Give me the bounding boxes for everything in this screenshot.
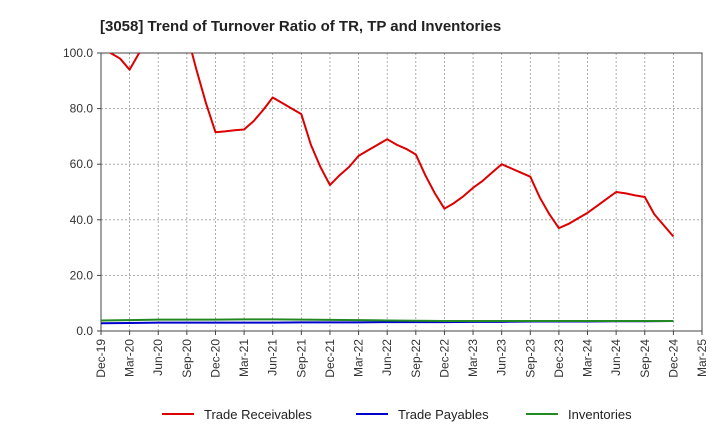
x-tick-label: Dec-20 [208,339,222,378]
legend-label: Trade Receivables [204,407,312,422]
legend-label: Inventories [568,407,632,422]
x-tick-label: Dec-21 [323,339,337,378]
y-tick-label: 40.0 [70,213,94,227]
x-tick-label: Sep-21 [294,339,308,378]
x-tick-label: Mar-25 [695,339,709,377]
x-tick-label: Mar-24 [581,339,595,377]
x-tick-label: Dec-24 [666,339,680,378]
x-tick-label: Mar-23 [466,339,480,377]
y-tick-label: 100.0 [63,46,93,60]
x-tick-label: Sep-24 [638,339,652,378]
y-tick-label: 60.0 [70,157,94,171]
x-tick-label: Dec-19 [94,339,108,378]
x-tick-label: Jun-20 [151,339,165,376]
legend-label: Trade Payables [398,407,489,422]
x-tick-label: Mar-22 [352,339,366,377]
x-tick-label: Sep-23 [523,339,537,378]
x-tick-label: Dec-23 [552,339,566,378]
x-tick-label: Sep-20 [180,339,194,378]
x-tick-label: Dec-22 [437,339,451,378]
y-tick-label: 80.0 [70,102,94,116]
y-tick-label: 0.0 [76,324,93,338]
plot-frame [100,52,703,332]
axis-layer: 0.0 20.0 40.0 60.0 80.0 100.0 Dec-19 Mar-20 Jun-… [63,46,709,378]
series-line-trade-receivables [109,53,675,238]
y-tick-label: 20.0 [70,268,94,282]
grid-layer [101,52,702,331]
x-tick-label: Jun-23 [495,339,509,376]
series-line-inventories [101,318,674,322]
x-tick-label: Jun-22 [380,339,394,376]
x-tick-label: Mar-21 [237,339,251,377]
series-layer [101,53,675,325]
x-tick-label: Mar-20 [123,339,137,377]
chart-title: [3058] Trend of Turnover Ratio of TR, TP… [100,18,501,35]
legend: Trade Receivables Trade Payables Inventori… [162,407,632,422]
x-tick-label: Sep-22 [409,339,423,378]
x-tick-label: Jun-21 [266,339,280,376]
x-tick-label: Jun-24 [609,339,623,376]
